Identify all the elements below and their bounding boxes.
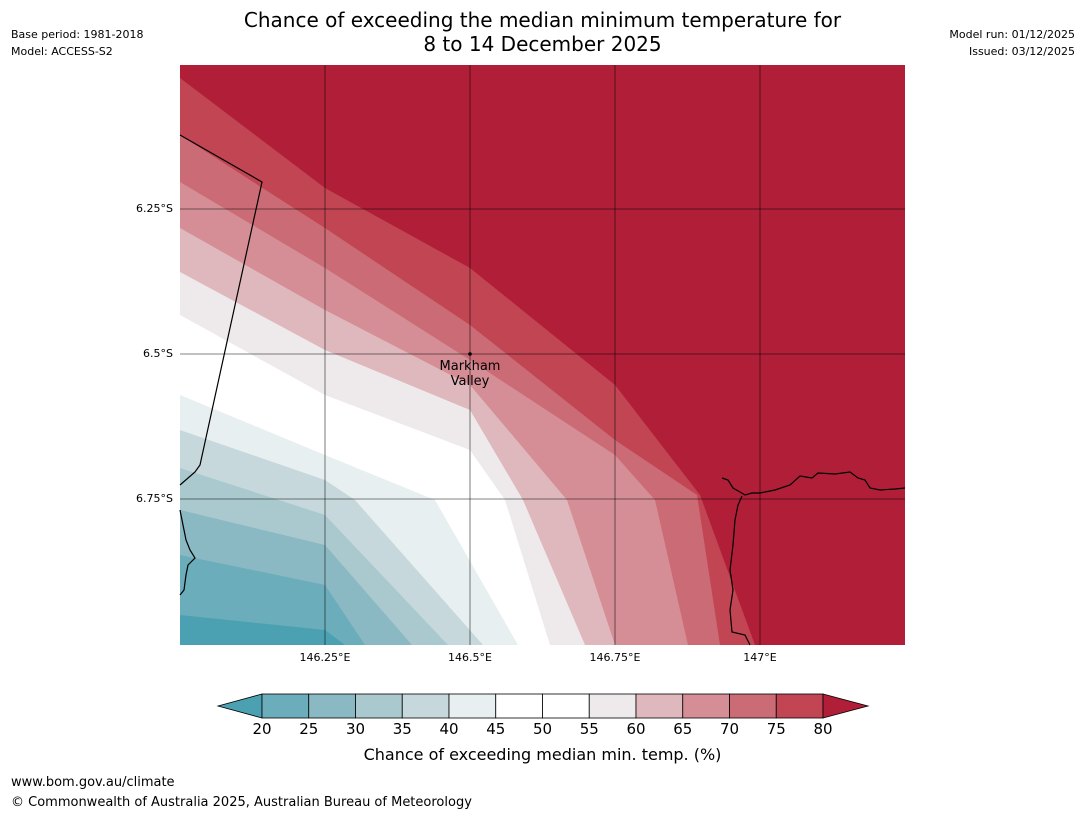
base-period: Base period: 1981-2018 (11, 28, 144, 41)
lon-label-146.25: 146.25°E (299, 651, 351, 664)
graticule (180, 65, 905, 645)
place-label-line2: Valley (450, 374, 490, 389)
colorbar-segment-40-45 (448, 693, 497, 719)
colorbar (216, 693, 870, 719)
lon-label-146.5: 146.5°E (448, 651, 492, 664)
boundaries (179, 134, 906, 646)
coastline-east (721, 471, 906, 496)
lat-label-6.75: 6.75°S (136, 492, 173, 505)
footer-url[interactable]: www.bom.gov.au/climate (11, 775, 175, 790)
colorbar-segment-55-60 (588, 693, 637, 719)
footer-copyright: © Commonwealth of Australia 2025, Austra… (11, 795, 472, 810)
chart-title-line2: 8 to 14 December 2025 (423, 32, 662, 56)
colorbar-extend-high (822, 693, 870, 719)
colorbar-tick-25: 25 (299, 720, 319, 738)
province-boundary (179, 134, 263, 486)
colorbar-tick-35: 35 (392, 720, 412, 738)
colorbar-tick-30: 30 (345, 720, 366, 738)
colorbar-tick-75: 75 (766, 720, 786, 738)
colorbar-tick-45: 45 (486, 720, 506, 738)
lon-label-147: 147°E (743, 651, 777, 664)
coastline-southeast (729, 495, 751, 646)
colorbar-tick-50: 50 (532, 720, 553, 738)
lon-label-146.75: 146.75°E (589, 651, 641, 664)
colorbar-segment-25-30 (308, 693, 356, 719)
colorbar-segment-35-40 (401, 693, 450, 719)
markham-valley-marker (468, 352, 472, 356)
colorbar-segment-50-55 (542, 693, 590, 719)
place-label-line1: Markham (439, 359, 501, 374)
lat-label-6.5: 6.5°S (143, 347, 173, 360)
chart-title-line1: Chance of exceeding the median minimum t… (243, 8, 842, 32)
colorbar-tick-70: 70 (719, 720, 740, 738)
issued-date: Issued: 03/12/2025 (968, 45, 1075, 58)
colorbar-segment-30-35 (355, 693, 403, 719)
colorbar-tick-40: 40 (439, 720, 459, 738)
model-run: Model run: 01/12/2025 (949, 28, 1075, 41)
colorbar-segment-75-80 (775, 693, 824, 719)
meta-right: Model run: 01/12/2025 Issued: 03/12/2025 (949, 26, 1075, 60)
meta-left: Base period: 1981-2018 Model: ACCESS-S2 (11, 26, 143, 60)
probability-field (180, 65, 905, 645)
colorbar-tick-55: 55 (579, 720, 599, 738)
colorbar-tick-60: 60 (626, 720, 646, 738)
colorbar-segment-60-65 (635, 693, 684, 719)
colorbar-tick-65: 65 (673, 720, 693, 738)
colorbar-extend-low (216, 693, 263, 719)
colorbar-tick-80: 80 (813, 720, 833, 738)
band-20 (180, 615, 345, 645)
colorbar-tick-20: 20 (252, 720, 272, 738)
colorbar-segment-45-50 (495, 693, 543, 719)
model-name: Model: ACCESS-S2 (11, 45, 113, 58)
colorbar-segment-20-25 (261, 693, 310, 719)
colorbar-segment-65-70 (682, 693, 730, 719)
lat-label-6.25: 6.25°S (136, 202, 173, 215)
place-label-markham-valley: Markham Valley (420, 359, 520, 389)
coastline-west (179, 509, 196, 596)
colorbar-label: Chance of exceeding median min. temp. (%… (363, 745, 722, 764)
colorbar-segment-70-75 (729, 693, 777, 719)
